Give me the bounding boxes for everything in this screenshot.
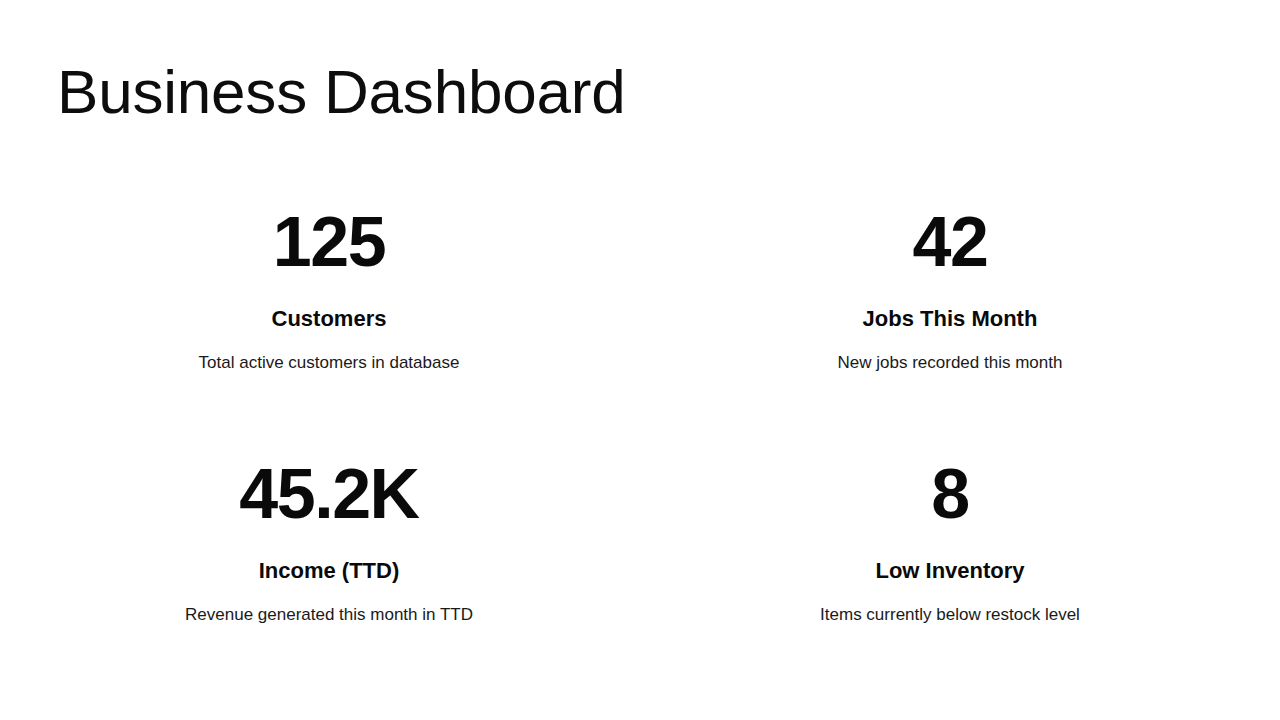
metric-description: New jobs recorded this month (630, 354, 1270, 371)
metric-label: Income (TTD) (9, 560, 649, 582)
metric-value: 42 (630, 207, 1270, 277)
metric-description: Items currently below restock level (630, 606, 1270, 623)
metric-value: 125 (9, 207, 649, 277)
metric-card-low-inventory: 8 Low Inventory Items currently below re… (630, 459, 1270, 623)
metric-value: 45.2K (9, 459, 649, 529)
metric-description: Total active customers in database (9, 354, 649, 371)
metric-label: Jobs This Month (630, 308, 1270, 330)
metric-card-jobs: 42 Jobs This Month New jobs recorded thi… (630, 207, 1270, 371)
metric-card-income: 45.2K Income (TTD) Revenue generated thi… (9, 459, 649, 623)
metric-card-customers: 125 Customers Total active customers in … (9, 207, 649, 371)
metric-label: Customers (9, 308, 649, 330)
metric-label: Low Inventory (630, 560, 1270, 582)
metric-value: 8 (630, 459, 1270, 529)
page-title: Business Dashboard (57, 56, 626, 127)
metric-description: Revenue generated this month in TTD (9, 606, 649, 623)
